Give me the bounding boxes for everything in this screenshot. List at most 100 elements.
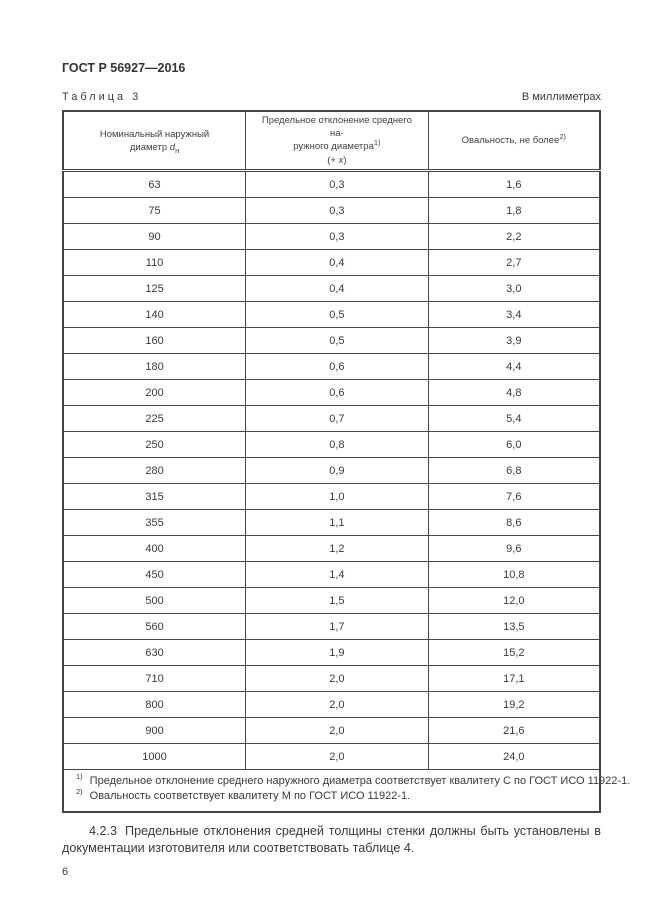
table-cell-diameter: 500 xyxy=(62,587,247,614)
table-cell-ovality: 4,4 xyxy=(427,353,601,380)
table-cell-diameter: 630 xyxy=(62,639,247,666)
table-cell-ovality: 13,5 xyxy=(427,613,601,640)
table-cell-deviation: 1,1 xyxy=(245,509,429,536)
table-row: 250 0,8 6,0 xyxy=(62,431,601,458)
table-row: 560 1,7 13,5 xyxy=(62,613,601,640)
table-cell-ovality: 6,0 xyxy=(427,431,601,458)
col-header-nominal-diameter: Номинальный наружный диаметр dн xyxy=(62,110,247,172)
table-cell-deviation: 2,0 xyxy=(245,717,429,744)
footnotes-row: 1) Предельное отклонение среднего наружно… xyxy=(62,769,630,813)
table-cell-deviation: 0,3 xyxy=(245,223,429,250)
table-cell-ovality: 19,2 xyxy=(427,691,601,718)
col1-line2: диаметр xyxy=(129,141,170,153)
col-header-deviation: Предельное отклонение среднего на- ружно… xyxy=(245,110,429,172)
table-cell-ovality: 15,2 xyxy=(427,639,601,666)
diameter-symbol: d xyxy=(169,141,176,153)
table-cell-deviation: 0,4 xyxy=(245,249,429,276)
table-cell-diameter: 250 xyxy=(62,431,247,458)
table-cell-ovality: 5,4 xyxy=(427,405,601,432)
table-cell-deviation: 1,9 xyxy=(245,639,429,666)
table-cell-deviation: 0,3 xyxy=(245,170,429,198)
table-row: 180 0,6 4,4 xyxy=(62,353,601,380)
table-cell-diameter: 160 xyxy=(62,327,247,354)
table-cell-ovality: 2,2 xyxy=(427,223,601,250)
paragraph-text: Предельные отклонения средней толщины ст… xyxy=(62,824,601,855)
diameter-symbol-subscript: н xyxy=(175,145,180,155)
table-body: 63 0,3 1,6 75 0,3 1,8 90 0,3 2,2 110 0,4 2,7 125 0,4 3… xyxy=(62,170,601,770)
table-cell-ovality: 7,6 xyxy=(427,483,601,510)
table-cell-diameter: 355 xyxy=(62,509,247,536)
table-cell-diameter: 110 xyxy=(62,249,247,276)
table-row: 110 0,4 2,7 xyxy=(62,249,601,276)
table-caption: Таблица 3 xyxy=(62,91,142,103)
table-row: 800 2,0 19,2 xyxy=(62,691,601,718)
col2-line2: ружного диаметра xyxy=(293,141,374,152)
table-cell-ovality: 4,8 xyxy=(427,379,601,406)
footnote-2: 2) Овальность соответствует квалитету М п… xyxy=(74,787,591,804)
table-cell-ovality: 9,6 xyxy=(427,535,601,562)
table-caption-row: Таблица 3 В миллиметрах xyxy=(62,91,601,103)
table-row: 280 0,9 6,8 xyxy=(62,457,601,484)
table-cell-ovality: 10,8 xyxy=(427,561,601,588)
table-cell-diameter: 90 xyxy=(62,223,247,250)
table-row: 500 1,5 12,0 xyxy=(62,587,601,614)
footnote-2-marker: 2) xyxy=(76,787,83,797)
units-note: В миллиметрах xyxy=(521,91,601,103)
table-row: 315 1,0 7,6 xyxy=(62,483,601,510)
document-title: ГОСТ Р 56927—2016 xyxy=(62,61,186,75)
table-footnotes-cell: 1) Предельное отклонение среднего наружно… xyxy=(62,769,630,813)
table-cell-deviation: 2,0 xyxy=(245,691,429,718)
table-cell-deviation: 0,5 xyxy=(245,327,429,354)
formula-variable: x xyxy=(338,155,344,166)
table-row: 355 1,1 8,6 xyxy=(62,509,601,536)
table-cell-ovality: 1,6 xyxy=(427,170,601,198)
table-cell-diameter: 200 xyxy=(62,379,247,406)
table-cell-ovality: 3,9 xyxy=(427,327,601,354)
footnote-marker-2-ref: 2) xyxy=(559,131,567,141)
table-cell-deviation: 1,5 xyxy=(245,587,429,614)
table-cell-diameter: 140 xyxy=(62,301,247,328)
table-row: 125 0,4 3,0 xyxy=(62,275,601,302)
table-row: 75 0,3 1,8 xyxy=(62,197,601,224)
table-cell-ovality: 17,1 xyxy=(427,665,601,692)
page-number: 6 xyxy=(62,866,69,878)
table-cell-ovality: 2,7 xyxy=(427,249,601,276)
table-cell-deviation: 1,7 xyxy=(245,613,429,640)
table-cell-deviation: 0,3 xyxy=(245,197,429,224)
table-row: 63 0,3 1,6 xyxy=(62,170,601,198)
table-foot: 1) Предельное отклонение среднего наружно… xyxy=(62,769,630,813)
table-row: 1000 2,0 24,0 xyxy=(62,743,601,770)
table-row: 450 1,4 10,8 xyxy=(62,561,601,588)
table-cell-deviation: 0,7 xyxy=(245,405,429,432)
diameter-tolerance-table: Номинальный наружный диаметр dн Предельн… xyxy=(62,110,630,813)
table-cell-deviation: 2,0 xyxy=(245,665,429,692)
table-cell-deviation: 0,4 xyxy=(245,275,429,302)
footnote-1: 1) Предельное отклонение среднего наружно… xyxy=(74,773,630,789)
footnote-marker-1-ref: 1) xyxy=(373,137,381,147)
table-cell-ovality: 8,6 xyxy=(427,509,601,536)
table-cell-deviation: 0,5 xyxy=(245,301,429,328)
col-header-ovality: Овальность, не более2) xyxy=(427,110,601,172)
table-head: Номинальный наружный диаметр dн Предельн… xyxy=(62,110,601,172)
deviation-formula: (+ x) xyxy=(327,155,347,166)
table-cell-deviation: 0,9 xyxy=(245,457,429,484)
table-cell-diameter: 1000 xyxy=(62,743,247,770)
col2-line1: Предельное отклонение среднего на- xyxy=(261,115,412,139)
table-cell-deviation: 0,8 xyxy=(245,431,429,458)
table-cell-diameter: 180 xyxy=(62,353,247,380)
table-cell-deviation: 0,6 xyxy=(245,379,429,406)
table-cell-deviation: 1,0 xyxy=(245,483,429,510)
paragraph-4-2-3: 4.2.3 Предельные отклонения средней толщи… xyxy=(62,823,601,857)
table-cell-diameter: 560 xyxy=(62,613,247,640)
table-cell-diameter: 225 xyxy=(62,405,247,432)
table-cell-ovality: 3,4 xyxy=(427,301,601,328)
table-row: 140 0,5 3,4 xyxy=(62,301,601,328)
table-cell-ovality: 21,6 xyxy=(427,717,601,744)
paragraph-number: 4.2.3 xyxy=(89,824,118,838)
footnote-2-text: Овальность соответствует квалитету М по … xyxy=(89,790,411,802)
table-cell-diameter: 75 xyxy=(62,197,247,224)
table-cell-deviation: 0,6 xyxy=(245,353,429,380)
table-cell-deviation: 2,0 xyxy=(245,743,429,770)
table-cell-diameter: 125 xyxy=(62,275,247,302)
table-cell-ovality: 24,0 xyxy=(427,743,601,770)
